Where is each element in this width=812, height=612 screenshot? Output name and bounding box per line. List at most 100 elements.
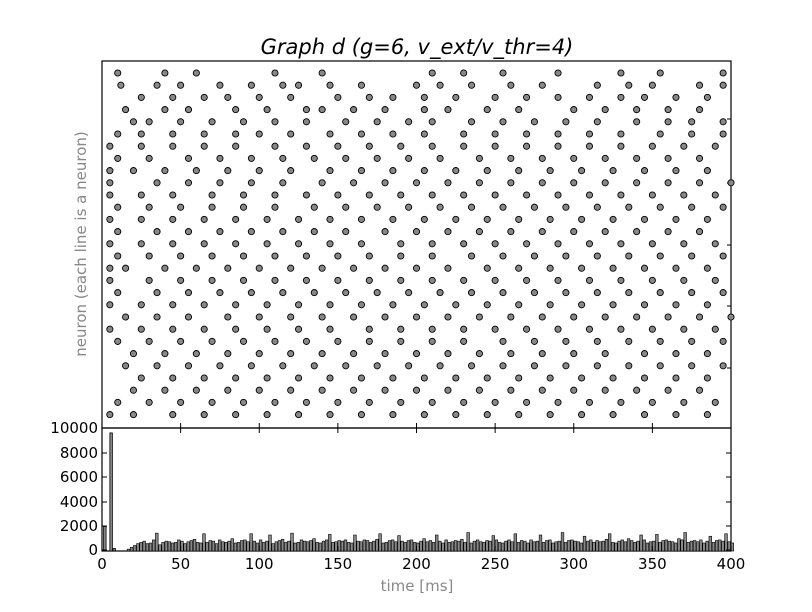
histogram-bar — [126, 548, 131, 552]
histogram-bar — [233, 542, 238, 552]
spike-dot — [507, 313, 515, 321]
raster-plot — [101, 60, 735, 429]
spike-dot — [507, 154, 515, 162]
histogram-bar — [633, 542, 637, 552]
histogram-bar — [570, 539, 574, 552]
spike-dot — [554, 276, 562, 284]
spike-dot — [106, 301, 114, 309]
histogram-bar — [268, 534, 272, 552]
spike-dot — [357, 130, 366, 138]
spike-dot — [436, 81, 444, 89]
spike-dot — [224, 386, 232, 394]
spike-dot — [444, 228, 452, 236]
spike-dot — [106, 325, 114, 333]
spike-dot — [578, 215, 586, 223]
spike-dot — [640, 167, 649, 175]
spike-dot — [609, 215, 617, 223]
spike-dot — [169, 93, 177, 101]
spike-dot — [420, 374, 428, 382]
spike-dot — [672, 264, 680, 272]
spike-dot — [515, 411, 523, 419]
spike-dot — [625, 362, 633, 370]
spike-dot — [137, 93, 145, 101]
histogram-frame — [101, 427, 732, 552]
spike-dot — [640, 350, 649, 358]
spike-dot — [483, 264, 491, 272]
spike-dot — [585, 130, 594, 138]
spike-dot — [334, 142, 342, 150]
spike-dot — [499, 252, 507, 260]
spike-dot — [397, 252, 405, 260]
spike-dot — [672, 301, 680, 309]
spike-dot — [428, 252, 436, 260]
spike-dot — [310, 228, 318, 236]
spike-dot — [200, 411, 208, 419]
spike-dot — [609, 167, 617, 175]
histogram-bar — [359, 541, 363, 552]
spike-dot — [570, 228, 578, 236]
spike-dot — [452, 301, 460, 309]
spike-dot — [208, 203, 216, 211]
histogram-bar — [218, 539, 222, 552]
spike-dot — [405, 289, 413, 297]
spike-dot — [483, 106, 491, 114]
spike-dot — [114, 252, 122, 260]
spike-dot — [625, 337, 633, 345]
spike-dot — [381, 228, 389, 236]
spike-dot — [460, 325, 468, 333]
spike-dot — [656, 337, 664, 345]
spike-dot — [310, 289, 318, 297]
spike-dot — [271, 252, 279, 260]
spike-dot — [625, 203, 633, 211]
spike-dot — [656, 289, 664, 297]
spike-dot — [593, 289, 601, 297]
spike-dot — [491, 142, 499, 150]
spike-dot — [318, 106, 326, 114]
histogram-bar — [658, 542, 662, 552]
spike-dot — [389, 167, 397, 175]
histogram-bar — [136, 543, 140, 552]
histogram-bar — [422, 538, 426, 552]
histogram-bar — [523, 540, 527, 552]
spike-dot — [523, 191, 531, 199]
spike-dot — [263, 325, 271, 333]
histogram-bar — [274, 541, 278, 552]
spike-dot — [633, 154, 641, 162]
spike-dot — [664, 313, 672, 321]
spike-dot — [381, 313, 389, 321]
spike-dot — [200, 215, 208, 223]
spike-dot — [546, 374, 554, 382]
spike-dot — [719, 81, 727, 89]
spike-dot — [287, 93, 295, 101]
spike-dot — [350, 264, 358, 272]
spike-dot — [365, 252, 373, 260]
spike-dot — [680, 240, 688, 248]
spike-dot — [499, 203, 507, 211]
spike-dot — [117, 81, 125, 89]
spike-dot — [114, 228, 122, 236]
spike-dot — [554, 69, 562, 77]
spike-dot — [617, 276, 625, 284]
spike-dot — [538, 386, 546, 394]
spike-dot — [287, 130, 295, 138]
spike-dot — [617, 191, 625, 199]
spike-dot — [640, 264, 649, 272]
histogram-bar — [406, 540, 411, 552]
histogram-bar — [636, 540, 640, 552]
histogram-bar — [507, 539, 511, 552]
histogram-bar — [255, 542, 260, 552]
spike-dot — [648, 325, 656, 333]
spike-dot — [428, 191, 436, 199]
spike-dot — [326, 325, 334, 333]
spike-dot — [499, 362, 507, 370]
spike-dot — [232, 142, 240, 150]
histogram-bar — [504, 540, 508, 552]
spike-dot — [483, 374, 491, 382]
spike-dot — [200, 130, 208, 138]
histogram-bar — [142, 540, 146, 552]
histogram-bar — [545, 540, 549, 552]
histogram-bar — [356, 540, 360, 552]
spike-dot — [295, 301, 303, 309]
histogram-bar — [601, 540, 606, 552]
spike-dot — [719, 118, 727, 126]
